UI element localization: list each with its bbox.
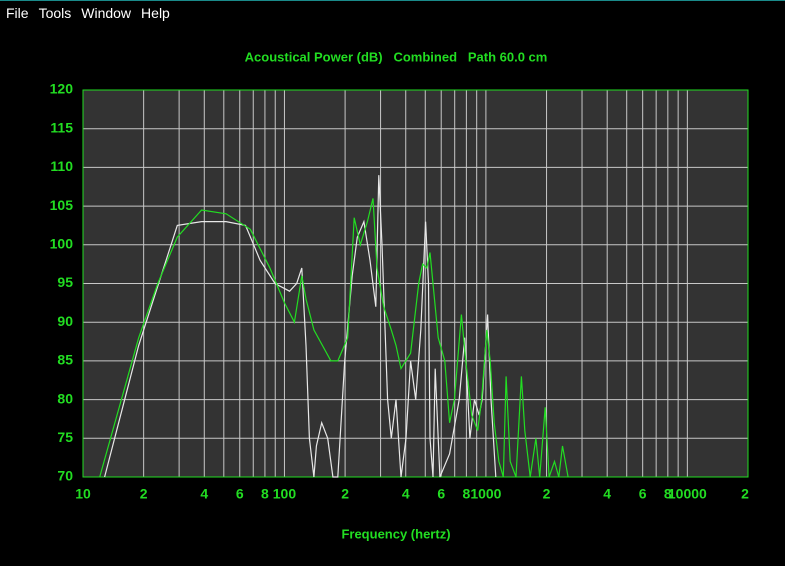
x-tick-label: 1000 xyxy=(470,486,501,502)
x-tick-label: 10 xyxy=(75,486,91,502)
y-tick-label: 115 xyxy=(50,119,73,135)
data-line xyxy=(104,175,497,478)
menu-bar: File Tools Window Help xyxy=(0,0,785,26)
data-line xyxy=(99,198,569,478)
x-tick-label: 4 xyxy=(402,486,410,502)
menu-item[interactable]: File xyxy=(6,5,29,21)
y-tick-label: 120 xyxy=(50,81,74,97)
menu-item[interactable]: Window xyxy=(81,5,132,21)
x-tick-label: 100 xyxy=(273,486,297,502)
chart-title: Acoustical Power (dB) Combined Path 60.0… xyxy=(245,49,548,64)
x-tick-label: 8 xyxy=(261,486,269,502)
y-tick-label: 95 xyxy=(57,274,73,290)
x-tick-label: 8 xyxy=(462,486,470,502)
x-axis-label: Frequency (hertz) xyxy=(341,526,450,541)
x-tick-label: 6 xyxy=(639,486,647,502)
x-tick-label: 6 xyxy=(236,486,244,502)
y-tick-label: 80 xyxy=(57,390,73,406)
window-edge xyxy=(0,0,785,1)
y-tick-label: 90 xyxy=(57,313,73,329)
plot-border xyxy=(82,89,749,478)
x-tick-label: 8 xyxy=(664,486,672,502)
menu-item[interactable]: Help xyxy=(141,5,170,21)
y-tick-label: 70 xyxy=(57,468,73,484)
x-tick-label: 4 xyxy=(200,486,208,502)
y-tick-label: 85 xyxy=(57,352,73,368)
x-tick-label: 2 xyxy=(341,486,349,502)
menu-item[interactable]: Tools xyxy=(38,5,72,21)
x-tick-label: 2 xyxy=(543,486,551,502)
x-tick-label: 2 xyxy=(140,486,148,502)
y-tick-label: 75 xyxy=(57,429,73,445)
x-tick-label: 4 xyxy=(603,486,611,502)
x-tick-label: 10000 xyxy=(668,486,707,502)
y-tick-label: 110 xyxy=(50,158,73,174)
y-tick-label: 100 xyxy=(50,236,74,252)
x-tick-label: 6 xyxy=(437,486,445,502)
x-tick-label: 2 xyxy=(741,486,749,502)
y-tick-label: 105 xyxy=(50,197,74,213)
